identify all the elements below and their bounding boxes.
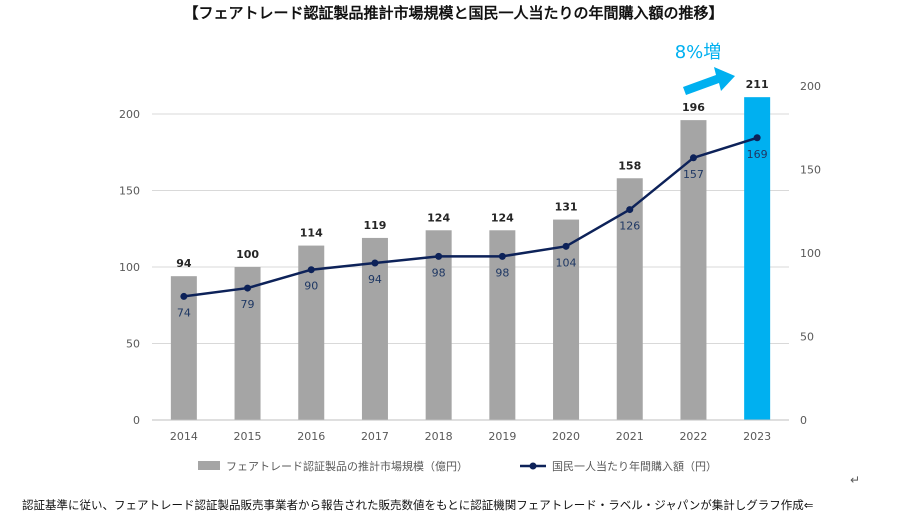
- x-axis-tick-label: 2019: [488, 430, 516, 443]
- bar-value-label: 114: [300, 227, 323, 240]
- arrow-icon: [683, 67, 735, 95]
- line-point: [753, 134, 761, 142]
- line-point: [244, 284, 252, 292]
- line-point: [180, 292, 188, 300]
- legend-label-bar: フェアトレード認証製品の推計市場規模（億円）: [226, 459, 468, 473]
- bar-value-label: 124: [491, 211, 514, 224]
- line-value-label: 98: [495, 266, 509, 279]
- line-value-label: 126: [619, 220, 640, 233]
- bar-series: [170, 97, 771, 421]
- x-axis-tick-label: 2014: [170, 430, 198, 443]
- legend-label-line: 国民一人当たり年間購入額（円）: [552, 459, 717, 473]
- legend-swatch-bar: [198, 461, 220, 470]
- line-point: [307, 266, 315, 274]
- bar-value-label: 124: [427, 211, 450, 224]
- bar: [361, 237, 388, 420]
- x-axis-tick-label: 2022: [679, 430, 707, 443]
- line-value-label: 94: [368, 273, 382, 286]
- line-path: [183, 136, 758, 298]
- line-value-label: 157: [683, 168, 704, 181]
- bar: [234, 267, 261, 420]
- x-axis-tick-label: 2015: [234, 430, 262, 443]
- line-point: [371, 259, 379, 267]
- line-point: [689, 154, 697, 162]
- x-axis-tick-label: 2017: [361, 430, 389, 443]
- line-point: [435, 252, 443, 260]
- line-value-label: 104: [556, 256, 577, 269]
- bar: [170, 276, 197, 420]
- left-axis-tick-label: 200: [119, 108, 140, 121]
- x-axis-tick-label: 2021: [616, 430, 644, 443]
- left-axis-tick-label: 0: [133, 414, 140, 427]
- bar-value-label: 196: [682, 101, 705, 114]
- bar-value-label: 158: [618, 159, 641, 172]
- bar: [298, 245, 325, 420]
- left-axis-tick-label: 150: [119, 185, 140, 198]
- bar: [553, 219, 580, 420]
- line-value-label: 98: [432, 266, 446, 279]
- right-axis-tick-label: 100: [800, 247, 821, 260]
- return-mark: ↵: [850, 473, 860, 487]
- legend: フェアトレード認証製品の推計市場規模（億円） 国民一人当たり年間購入額（円） ↵: [198, 459, 860, 487]
- right-axis-tick-label: 0: [800, 414, 807, 427]
- combo-chart: 94 100 114 119 124 124 131 158 196 211 74 79 90 94 98 9…: [119, 42, 860, 487]
- line-series: [180, 134, 761, 300]
- x-axis-tick-label: 2018: [425, 430, 453, 443]
- x-axis-tick-label: 2023: [743, 430, 771, 443]
- line-point: [498, 252, 506, 260]
- line-value-label: 74: [177, 306, 191, 319]
- line-point: [626, 206, 634, 214]
- left-axis-tick-label: 100: [119, 261, 140, 274]
- chart-title: 【フェアトレード認証製品推計市場規模と国民一人当たりの年間購入額の推移】: [183, 4, 724, 22]
- source-caption: 認証基準に従い、フェアトレード認証製品販売事業者から報告された販売数値をもとに認…: [22, 498, 814, 512]
- bar-value-label: 211: [746, 78, 769, 91]
- bar: [425, 230, 452, 420]
- bar-value-label: 119: [363, 219, 386, 232]
- bar-value-label: 100: [236, 248, 259, 261]
- axes: 0 50 100 150 200 0 50 100 150 200 2014 2015 2016 2017…: [119, 80, 821, 443]
- bar: [680, 120, 707, 421]
- line-value-label: 169: [747, 148, 768, 161]
- bar-value-label: 131: [555, 201, 578, 214]
- growth-annotation: 8%増: [675, 42, 735, 95]
- annotation-text: 8%増: [675, 42, 722, 63]
- left-axis-tick-label: 50: [126, 338, 140, 351]
- line-point: [562, 242, 570, 250]
- data-labels: 94 100 114 119 124 124 131 158 196 211 74 79 90 94 98 9…: [176, 78, 768, 319]
- line-value-label: 90: [304, 280, 318, 293]
- x-axis-tick-label: 2016: [297, 430, 325, 443]
- legend-swatch-marker: [529, 462, 537, 470]
- bar: [744, 97, 771, 421]
- x-axis-tick-label: 2020: [552, 430, 580, 443]
- bar-value-label: 94: [176, 257, 192, 270]
- right-axis-tick-label: 50: [800, 331, 814, 344]
- bar: [616, 178, 643, 420]
- line-value-label: 79: [241, 298, 255, 311]
- right-axis-tick-label: 150: [800, 164, 821, 177]
- right-axis-tick-label: 200: [800, 80, 821, 93]
- bar: [489, 230, 516, 420]
